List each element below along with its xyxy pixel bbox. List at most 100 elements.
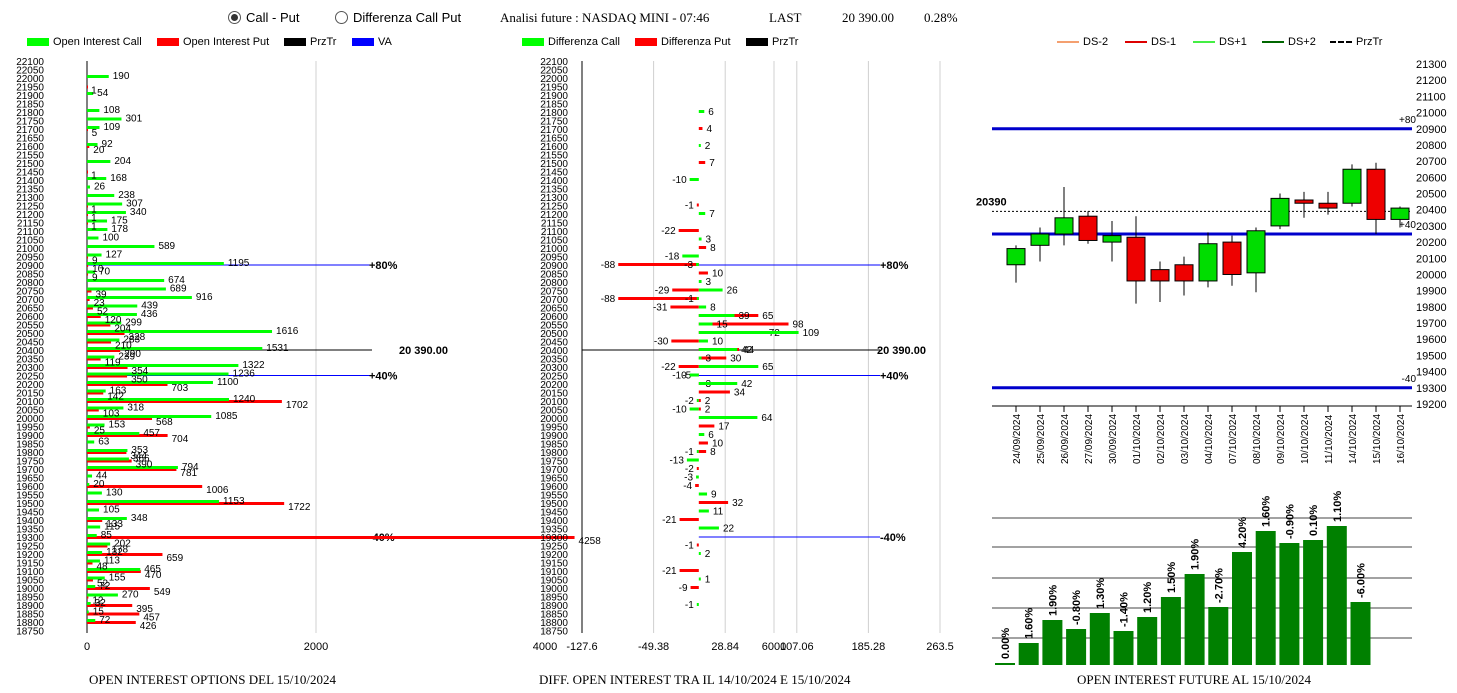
footer-center: DIFF. OPEN INTEREST TRA IL 14/10/2024 E … bbox=[539, 672, 851, 687]
diff-value-label: -3 bbox=[684, 260, 693, 271]
x-tick-label: 4000 bbox=[533, 641, 557, 653]
diff-bar bbox=[695, 484, 699, 487]
call-value-label: 301 bbox=[125, 114, 142, 125]
strike-tick-label: 20300 bbox=[16, 363, 44, 374]
put-value-label: 1 bbox=[91, 213, 97, 224]
diff-value-label: 98 bbox=[793, 320, 805, 331]
call-value-label: 1236 bbox=[233, 369, 256, 380]
footer-right: OPEN INTEREST FUTURE AL 15/10/2024 bbox=[1077, 672, 1312, 687]
future-bar-label: 1.90% bbox=[1190, 539, 1202, 570]
diff-value-label: -3 bbox=[684, 473, 693, 484]
strike-tick-label: 21450 bbox=[540, 168, 568, 179]
diff-bar bbox=[686, 458, 699, 462]
put-bar bbox=[87, 255, 89, 259]
put-bar bbox=[87, 289, 92, 293]
strike-tick-label: 20250 bbox=[540, 372, 568, 383]
diff-bar bbox=[689, 407, 699, 411]
diff-bar bbox=[698, 390, 730, 394]
call-value-label: 1240 bbox=[233, 394, 256, 405]
future-bar bbox=[1089, 613, 1110, 665]
level-label: +40% bbox=[880, 371, 909, 383]
diff-bar bbox=[698, 271, 708, 275]
y-tick-label: 20200 bbox=[1416, 237, 1447, 249]
diff-bar bbox=[698, 305, 707, 309]
y-tick-label: 19400 bbox=[1416, 367, 1447, 379]
put-value-label: 9 bbox=[92, 273, 98, 284]
call-value-label: 113 bbox=[104, 556, 120, 567]
put-value-label: 119 bbox=[105, 358, 121, 369]
strike-tick-label: 19550 bbox=[16, 491, 44, 502]
put-value-label: 52 bbox=[97, 307, 109, 318]
candle-body bbox=[1030, 233, 1050, 246]
candle-body bbox=[1174, 264, 1194, 282]
diff-bar bbox=[698, 356, 702, 360]
radio-diff[interactable]: Differenza Call Put bbox=[335, 10, 461, 25]
strike-tick-label: 20900 bbox=[540, 261, 568, 272]
diff-value-label: -88 bbox=[601, 294, 616, 305]
put-value-label: 52 bbox=[97, 579, 109, 590]
diff-value-label: 8 bbox=[710, 447, 716, 458]
strike-tick-label: 20000 bbox=[16, 414, 44, 425]
put-value-label: 568 bbox=[156, 417, 173, 428]
call-bar bbox=[87, 508, 100, 512]
call-value-label: 1531 bbox=[266, 343, 289, 354]
strike-tick-label: 19600 bbox=[16, 482, 44, 493]
future-bar bbox=[995, 663, 1015, 665]
diff-value-label: -9 bbox=[679, 583, 688, 594]
diff-bar bbox=[671, 339, 699, 343]
future-bar-label: 4.20% bbox=[1237, 517, 1249, 548]
strike-tick-label: 21950 bbox=[16, 83, 44, 94]
put-bar bbox=[87, 391, 104, 395]
strike-tick-label: 21200 bbox=[16, 210, 44, 221]
strike-tick-label: 21300 bbox=[16, 193, 44, 204]
strike-tick-label: 19450 bbox=[16, 508, 44, 519]
strike-tick-label: 20450 bbox=[540, 338, 568, 349]
diff-bar bbox=[698, 382, 738, 385]
put-value-label: 9 bbox=[92, 256, 98, 267]
level-label: -40% bbox=[880, 532, 906, 544]
diff-value-label: 6 bbox=[708, 430, 714, 441]
strike-tick-label: 20800 bbox=[16, 278, 44, 289]
future-bar-label: 1.20% bbox=[1142, 582, 1154, 613]
put-value-label: 426 bbox=[140, 621, 157, 632]
strike-tick-label: 21550 bbox=[540, 151, 568, 162]
call-value-label: 340 bbox=[130, 207, 147, 218]
call-value-label: 238 bbox=[118, 190, 135, 201]
future-bar bbox=[1160, 597, 1181, 665]
call-bar bbox=[87, 568, 141, 571]
put-value-label: 1702 bbox=[286, 400, 309, 411]
strike-tick-label: 21850 bbox=[540, 100, 568, 111]
legend-ds-m2: DS-2 bbox=[1057, 36, 1108, 48]
call-bar bbox=[87, 525, 101, 529]
call-bar bbox=[87, 610, 89, 614]
candle-body bbox=[1270, 197, 1290, 227]
strike-tick-label: 19100 bbox=[540, 567, 568, 578]
call-bar bbox=[87, 491, 102, 495]
call-bar bbox=[87, 466, 178, 469]
strike-tick-label: 20500 bbox=[540, 329, 568, 340]
put-bar bbox=[87, 459, 132, 463]
diff-value-label: 10 bbox=[712, 439, 724, 450]
candle-body bbox=[1246, 230, 1266, 274]
diff-value-label: 3 bbox=[706, 235, 712, 246]
future-bar-label: -1.40% bbox=[1119, 592, 1131, 627]
call-bar bbox=[87, 483, 90, 486]
call-value-label: 589 bbox=[158, 241, 175, 252]
call-bar bbox=[87, 406, 124, 410]
put-bar bbox=[87, 264, 89, 267]
date-tick-label: 02/10/2024 bbox=[1156, 414, 1167, 464]
diff-value-label: -1 bbox=[685, 201, 694, 212]
strike-tick-label: 19100 bbox=[16, 567, 44, 578]
put-value-label: 470 bbox=[145, 570, 162, 581]
strike-tick-label: 19500 bbox=[540, 499, 568, 510]
put-value-label: 4258 bbox=[579, 536, 602, 547]
put-bar bbox=[87, 451, 127, 454]
radio-call-put[interactable]: Call - Put bbox=[228, 10, 299, 25]
strike-tick-label: 21500 bbox=[540, 159, 568, 170]
put-value-label: 549 bbox=[154, 587, 171, 598]
call-value-label: 202 bbox=[114, 539, 131, 550]
diff-bar bbox=[618, 263, 699, 266]
call-value-label: 239 bbox=[118, 352, 135, 363]
call-bar bbox=[87, 559, 100, 563]
call-bar bbox=[87, 432, 140, 435]
